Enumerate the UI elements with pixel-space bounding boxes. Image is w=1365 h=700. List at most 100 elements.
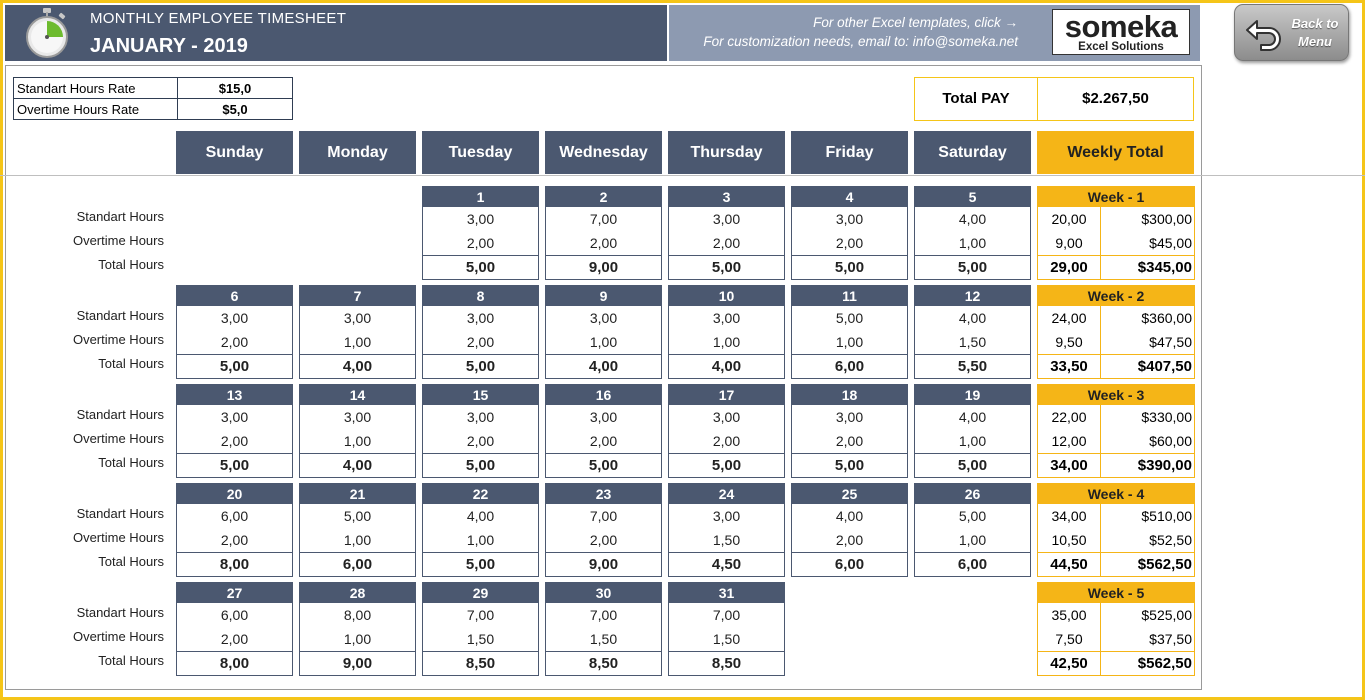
overtime-hours-input[interactable]: 2,00: [466, 235, 495, 251]
rate-value[interactable]: $5,0: [177, 98, 293, 120]
total-hours-value: 5,00: [792, 453, 907, 477]
overtime-hours-input[interactable]: 1,00: [712, 334, 741, 350]
day-cell-friday: 18 3,00 2,00 5,00: [791, 384, 908, 478]
standard-hours-input[interactable]: 7,00: [589, 508, 618, 524]
week-pay: $60,00: [1149, 433, 1192, 449]
standard-hours-input[interactable]: 3,00: [712, 310, 741, 326]
day-cell-saturday: 19 4,00 1,00 5,00: [914, 384, 1031, 478]
standard-hours-input[interactable]: 8,00: [343, 607, 372, 623]
overtime-hours-input[interactable]: 2,00: [220, 334, 249, 350]
overtime-hours-input[interactable]: 1,00: [958, 433, 987, 449]
day-cell-monday: 28 8,00 1,00 9,00: [299, 582, 416, 676]
overtime-hours-input[interactable]: 2,00: [835, 532, 864, 548]
day-number: 26: [915, 484, 1030, 504]
back-to-menu-button[interactable]: Back to Menu: [1234, 4, 1349, 61]
total-hours-value: 5,00: [423, 453, 538, 477]
standard-hours-input[interactable]: 3,00: [835, 211, 864, 227]
week-row: 20,00 $300,00: [1038, 207, 1194, 231]
standard-hours-input[interactable]: 6,00: [220, 508, 249, 524]
day-cell-friday: 4 3,00 2,00 5,00: [791, 186, 908, 280]
overtime-hours-input[interactable]: 2,00: [589, 532, 618, 548]
day-header-friday: Friday: [791, 131, 908, 174]
standard-hours-input[interactable]: 4,00: [466, 508, 495, 524]
standard-hours-input[interactable]: 5,00: [343, 508, 372, 524]
rate-value[interactable]: $15,0: [177, 77, 293, 99]
week-pay: $330,00: [1141, 409, 1192, 425]
week-pay: $510,00: [1141, 508, 1192, 524]
standard-hours-input[interactable]: 4,00: [958, 409, 987, 425]
standard-hours-input[interactable]: 3,00: [712, 409, 741, 425]
standard-hours-input[interactable]: 3,00: [712, 508, 741, 524]
week-row: 42,50 $562,50: [1038, 651, 1194, 675]
overtime-hours-input[interactable]: 1,00: [958, 532, 987, 548]
week-label: Week - 1: [1038, 187, 1194, 207]
overtime-hours-input[interactable]: 1,50: [466, 631, 495, 647]
standard-hours-input[interactable]: 3,00: [466, 211, 495, 227]
day-number: 13: [177, 385, 292, 405]
total-hours-value: 4,00: [300, 354, 415, 378]
week-label: Week - 4: [1038, 484, 1194, 504]
overtime-hours-input[interactable]: 2,00: [220, 433, 249, 449]
total-hours-value: 9,00: [546, 552, 661, 576]
overtime-hours-input[interactable]: 1,50: [712, 532, 741, 548]
overtime-hours-input[interactable]: 1,00: [466, 532, 495, 548]
weekly-total-header: Weekly Total: [1037, 131, 1194, 174]
overtime-hours-input[interactable]: 1,00: [343, 631, 372, 647]
standard-hours-input[interactable]: 7,00: [712, 607, 741, 623]
overtime-hours-input[interactable]: 1,00: [835, 334, 864, 350]
standard-hours-input[interactable]: 3,00: [466, 409, 495, 425]
day-number: 11: [792, 286, 907, 306]
standard-hours-input[interactable]: 3,00: [343, 310, 372, 326]
standard-hours-input[interactable]: 3,00: [220, 409, 249, 425]
standard-hours-input[interactable]: 5,00: [835, 310, 864, 326]
standard-hours-input[interactable]: 3,00: [343, 409, 372, 425]
overtime-hours-input[interactable]: 1,50: [712, 631, 741, 647]
standard-hours-input[interactable]: 4,00: [835, 508, 864, 524]
day-header-monday: Monday: [299, 131, 416, 174]
standard-hours-input[interactable]: 3,00: [589, 310, 618, 326]
customization-email[interactable]: For customization needs, email to: info@…: [703, 34, 1018, 49]
someka-logo[interactable]: someka Excel Solutions: [1052, 9, 1190, 55]
standard-hours-input[interactable]: 7,00: [589, 607, 618, 623]
standard-hours-input[interactable]: 3,00: [220, 310, 249, 326]
overtime-hours-input[interactable]: 1,00: [343, 334, 372, 350]
overtime-hours-input[interactable]: 2,00: [589, 235, 618, 251]
overtime-hours-input[interactable]: 2,00: [220, 532, 249, 548]
day-number: 22: [423, 484, 538, 504]
standard-hours-input[interactable]: 6,00: [220, 607, 249, 623]
day-cell-saturday: 12 4,00 1,50 5,50: [914, 285, 1031, 379]
day-number: 16: [546, 385, 661, 405]
rate-row-standard: Standart Hours Rate $15,0: [13, 77, 293, 99]
overtime-hours-input[interactable]: 2,00: [466, 334, 495, 350]
standard-hours-input[interactable]: 7,00: [589, 211, 618, 227]
week-hours: 7,50: [1038, 627, 1101, 651]
overtime-hours-input[interactable]: 2,00: [835, 235, 864, 251]
standard-hours-input[interactable]: 3,00: [712, 211, 741, 227]
standard-hours-input[interactable]: 5,00: [958, 508, 987, 524]
overtime-hours-input[interactable]: 1,00: [343, 532, 372, 548]
overtime-hours-input[interactable]: 1,50: [958, 334, 987, 350]
standard-hours-input[interactable]: 3,00: [835, 409, 864, 425]
week-pay: $525,00: [1141, 607, 1192, 623]
total-pay-box: Total PAY $2.267,50: [914, 77, 1194, 121]
overtime-hours-input[interactable]: 2,00: [220, 631, 249, 647]
standard-hours-input[interactable]: 7,00: [466, 607, 495, 623]
overtime-hours-input[interactable]: 2,00: [712, 235, 741, 251]
overtime-hours-input[interactable]: 2,00: [712, 433, 741, 449]
templates-link[interactable]: For other Excel templates, click →: [813, 15, 1018, 30]
overtime-hours-input[interactable]: 1,00: [343, 433, 372, 449]
weekly-summary: Week - 1 20,00 $300,00 9,00 $45,00 29,00 $345,…: [1037, 186, 1195, 280]
overtime-hours-input[interactable]: 2,00: [466, 433, 495, 449]
overtime-hours-input[interactable]: 1,50: [589, 631, 618, 647]
standard-hours-input[interactable]: 4,00: [958, 211, 987, 227]
overtime-hours-input[interactable]: 2,00: [589, 433, 618, 449]
week-pay: $562,50: [1137, 556, 1192, 573]
standard-hours-input[interactable]: 3,00: [466, 310, 495, 326]
standard-hours-input[interactable]: 4,00: [958, 310, 987, 326]
overtime-hours-input[interactable]: 2,00: [835, 433, 864, 449]
overtime-hours-input[interactable]: 1,00: [589, 334, 618, 350]
total-hours-value: 8,00: [177, 552, 292, 576]
overtime-hours-input[interactable]: 1,00: [958, 235, 987, 251]
week-pay: $562,50: [1137, 655, 1192, 672]
standard-hours-input[interactable]: 3,00: [589, 409, 618, 425]
